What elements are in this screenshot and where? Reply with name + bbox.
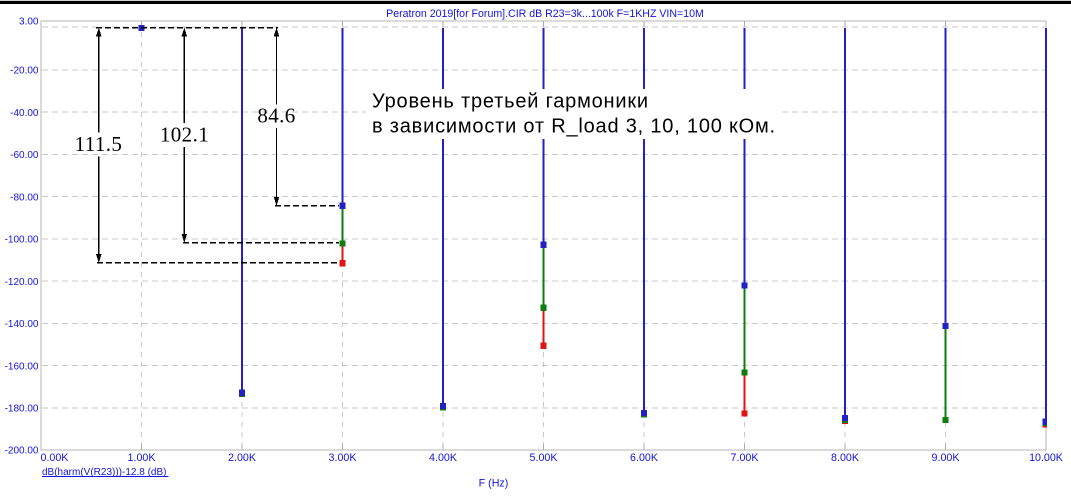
- svg-text:2.00K: 2.00K: [228, 452, 257, 464]
- svg-text:в зависимости от R_load 3, 10,: в зависимости от R_load 3, 10, 100 кОм.: [372, 116, 776, 138]
- svg-text:9.00K: 9.00K: [932, 452, 961, 464]
- svg-text:7.00K: 7.00K: [731, 452, 760, 464]
- svg-text:-180.00: -180.00: [5, 404, 39, 415]
- svg-text:-100.00: -100.00: [5, 235, 39, 246]
- svg-text:-60.00: -60.00: [10, 150, 39, 161]
- svg-text:Peratron 2019[for Forum].CIR d: Peratron 2019[for Forum].CIR dB R23=3k..…: [386, 8, 704, 20]
- svg-text:-80.00: -80.00: [10, 192, 39, 203]
- svg-text:-140.00: -140.00: [5, 319, 39, 330]
- svg-text:-200.00: -200.00: [5, 446, 39, 457]
- svg-text:-120.00: -120.00: [5, 277, 39, 288]
- svg-text:Уровень третьей гармоники: Уровень третьей гармоники: [372, 90, 649, 112]
- svg-text:10.00K: 10.00K: [1029, 452, 1064, 464]
- svg-text:6.00K: 6.00K: [630, 452, 659, 464]
- svg-text:-40.00: -40.00: [10, 108, 39, 119]
- svg-text:102.1: 102.1: [160, 123, 209, 147]
- svg-text:-160.00: -160.00: [5, 361, 39, 372]
- svg-text:3.00: 3.00: [19, 17, 39, 28]
- svg-text:dB(harm(V(R23)))-12.8 (dB): dB(harm(V(R23)))-12.8 (dB): [42, 467, 166, 478]
- svg-text:0.00K: 0.00K: [41, 452, 70, 464]
- svg-text:111.5: 111.5: [75, 132, 123, 156]
- svg-text:84.6: 84.6: [257, 104, 295, 128]
- svg-text:F (Hz): F (Hz): [479, 478, 509, 490]
- svg-text:-20.00: -20.00: [10, 66, 39, 77]
- svg-text:4.00K: 4.00K: [429, 452, 458, 464]
- svg-text:5.00K: 5.00K: [530, 452, 559, 464]
- svg-text:1.00K: 1.00K: [128, 452, 157, 464]
- svg-text:8.00K: 8.00K: [831, 452, 860, 464]
- svg-text:3.00K: 3.00K: [329, 452, 358, 464]
